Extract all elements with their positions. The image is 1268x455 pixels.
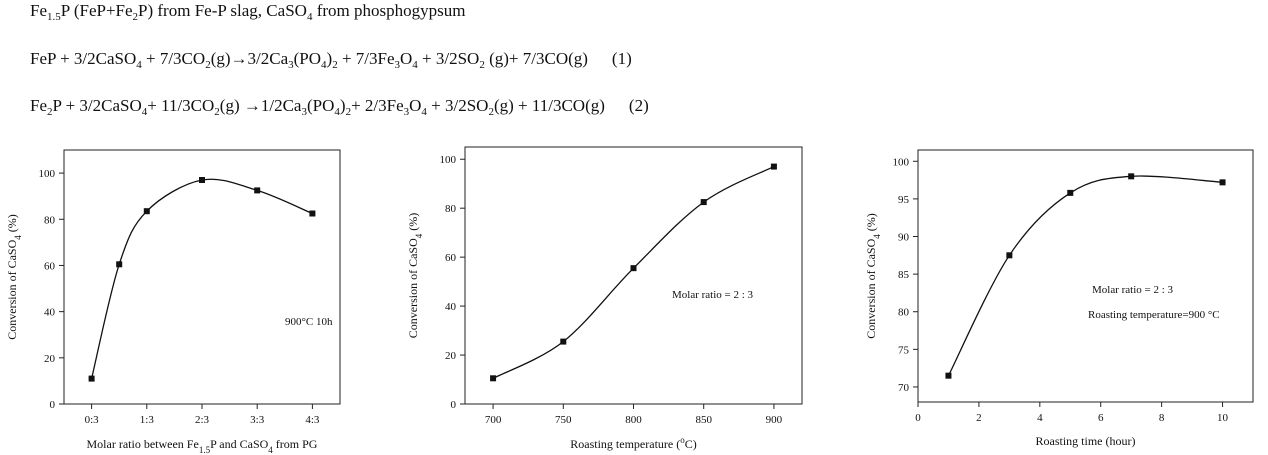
x-tick-label: 0:3 [85,414,100,426]
y-tick-label: 70 [898,382,910,394]
data-point [1219,179,1226,186]
y-axis-label: Conversion of CaSO4 (%) [5,214,23,340]
data-point [143,208,150,215]
y-tick-label: 75 [898,344,910,356]
x-tick-label: 900 [766,414,783,426]
y-tick-label: 20 [445,350,457,362]
annotation: Molar ratio = 2 : 3 [1092,284,1174,296]
data-point [1006,252,1013,259]
y-tick-label: 80 [445,203,457,215]
plot-frame [464,146,803,405]
x-tick-label: 4 [1037,412,1043,424]
reaction-equation-1: FeP + 3/2CaSO4 + 7/3CO2(g)→3/2Ca3(PO4)2 … [30,49,632,71]
x-axis-label: Molar ratio between Fe1.5P and CaSO4 fro… [87,437,318,455]
y-tick-label: 60 [44,260,56,272]
data-point [199,177,205,184]
x-tick-label: 10 [1217,412,1229,424]
y-axis-label: Conversion of CaSO4 (%) [406,213,424,339]
y-tick-label: 95 [898,194,910,206]
data-point [254,187,261,194]
x-tick-label: 850 [695,414,712,426]
y-tick-label: 20 [44,353,56,365]
data-point [560,338,567,345]
equation-number-1: (1) [611,49,632,68]
x-tick-label: 4:3 [305,414,320,426]
y-tick-label: 40 [445,301,457,313]
annotation: 900°C 10h [285,316,333,328]
x-tick-label: 0 [915,412,921,424]
x-tick-label: 750 [555,414,572,426]
data-point [1128,173,1135,180]
plot-frame [63,149,341,405]
data-point [88,375,95,382]
y-tick-label: 100 [39,168,56,180]
y-tick-label: 90 [898,232,910,244]
y-tick-label: 60 [445,252,457,264]
data-point [116,261,123,268]
x-axis-label: Roasting time (hour) [1036,434,1136,448]
data-point [700,199,707,206]
chart-1: 0:3 1:3 2:3 3:3 4:3 0 20 40 60 80 100 Molar ratio b… [5,149,341,455]
annotation: Roasting temperature=900 °C [1088,309,1220,321]
series-line [90,178,313,379]
x-tick-label: 6 [1098,412,1104,424]
series-line [492,166,775,379]
source-description: Fe1.5P (FeP+Fe2P) from Fe-P slag, CaSO4 … [30,1,466,23]
series-line [947,175,1223,376]
data-point [770,163,777,170]
data-point [630,265,637,272]
x-tick-label: 800 [625,414,642,426]
plot-frame [917,149,1254,403]
y-tick-label: 100 [440,154,457,166]
chart-2: 700 750 800 850 900 0 20 40 60 80 100 Roasting temp… [406,146,803,451]
x-tick-label: 1:3 [140,414,155,426]
annotation: Molar ratio = 2 : 3 [672,289,754,301]
x-tick-label: 700 [485,414,502,426]
data-point [309,210,316,217]
y-tick-label: 0 [451,399,457,411]
y-tick-label: 80 [898,307,910,319]
y-tick-label: 40 [44,307,56,319]
equation-number-2: (2) [628,96,649,115]
x-tick-label: 2:3 [195,414,210,426]
data-point [945,372,952,379]
chart-3: 0 2 4 6 8 10 70 75 80 85 90 95 100 Roasting time (hou… [864,149,1254,448]
y-axis-label: Conversion of CaSO4 (%) [864,213,882,339]
x-tick-label: 3:3 [250,414,265,426]
x-tick-label: 2 [976,412,982,424]
reaction-equation-2: Fe2P + 3/2CaSO4+ 11/3CO2(g) →1/2Ca3(PO4)… [30,96,649,118]
data-point [490,375,497,382]
y-tick-label: 0 [50,399,56,411]
y-tick-label: 100 [893,156,910,168]
y-tick-label: 80 [44,214,56,226]
x-axis-label: Roasting temperature (oC) [570,435,696,451]
data-point [1067,189,1074,196]
y-tick-label: 85 [898,269,910,281]
x-tick-label: 8 [1159,412,1165,424]
